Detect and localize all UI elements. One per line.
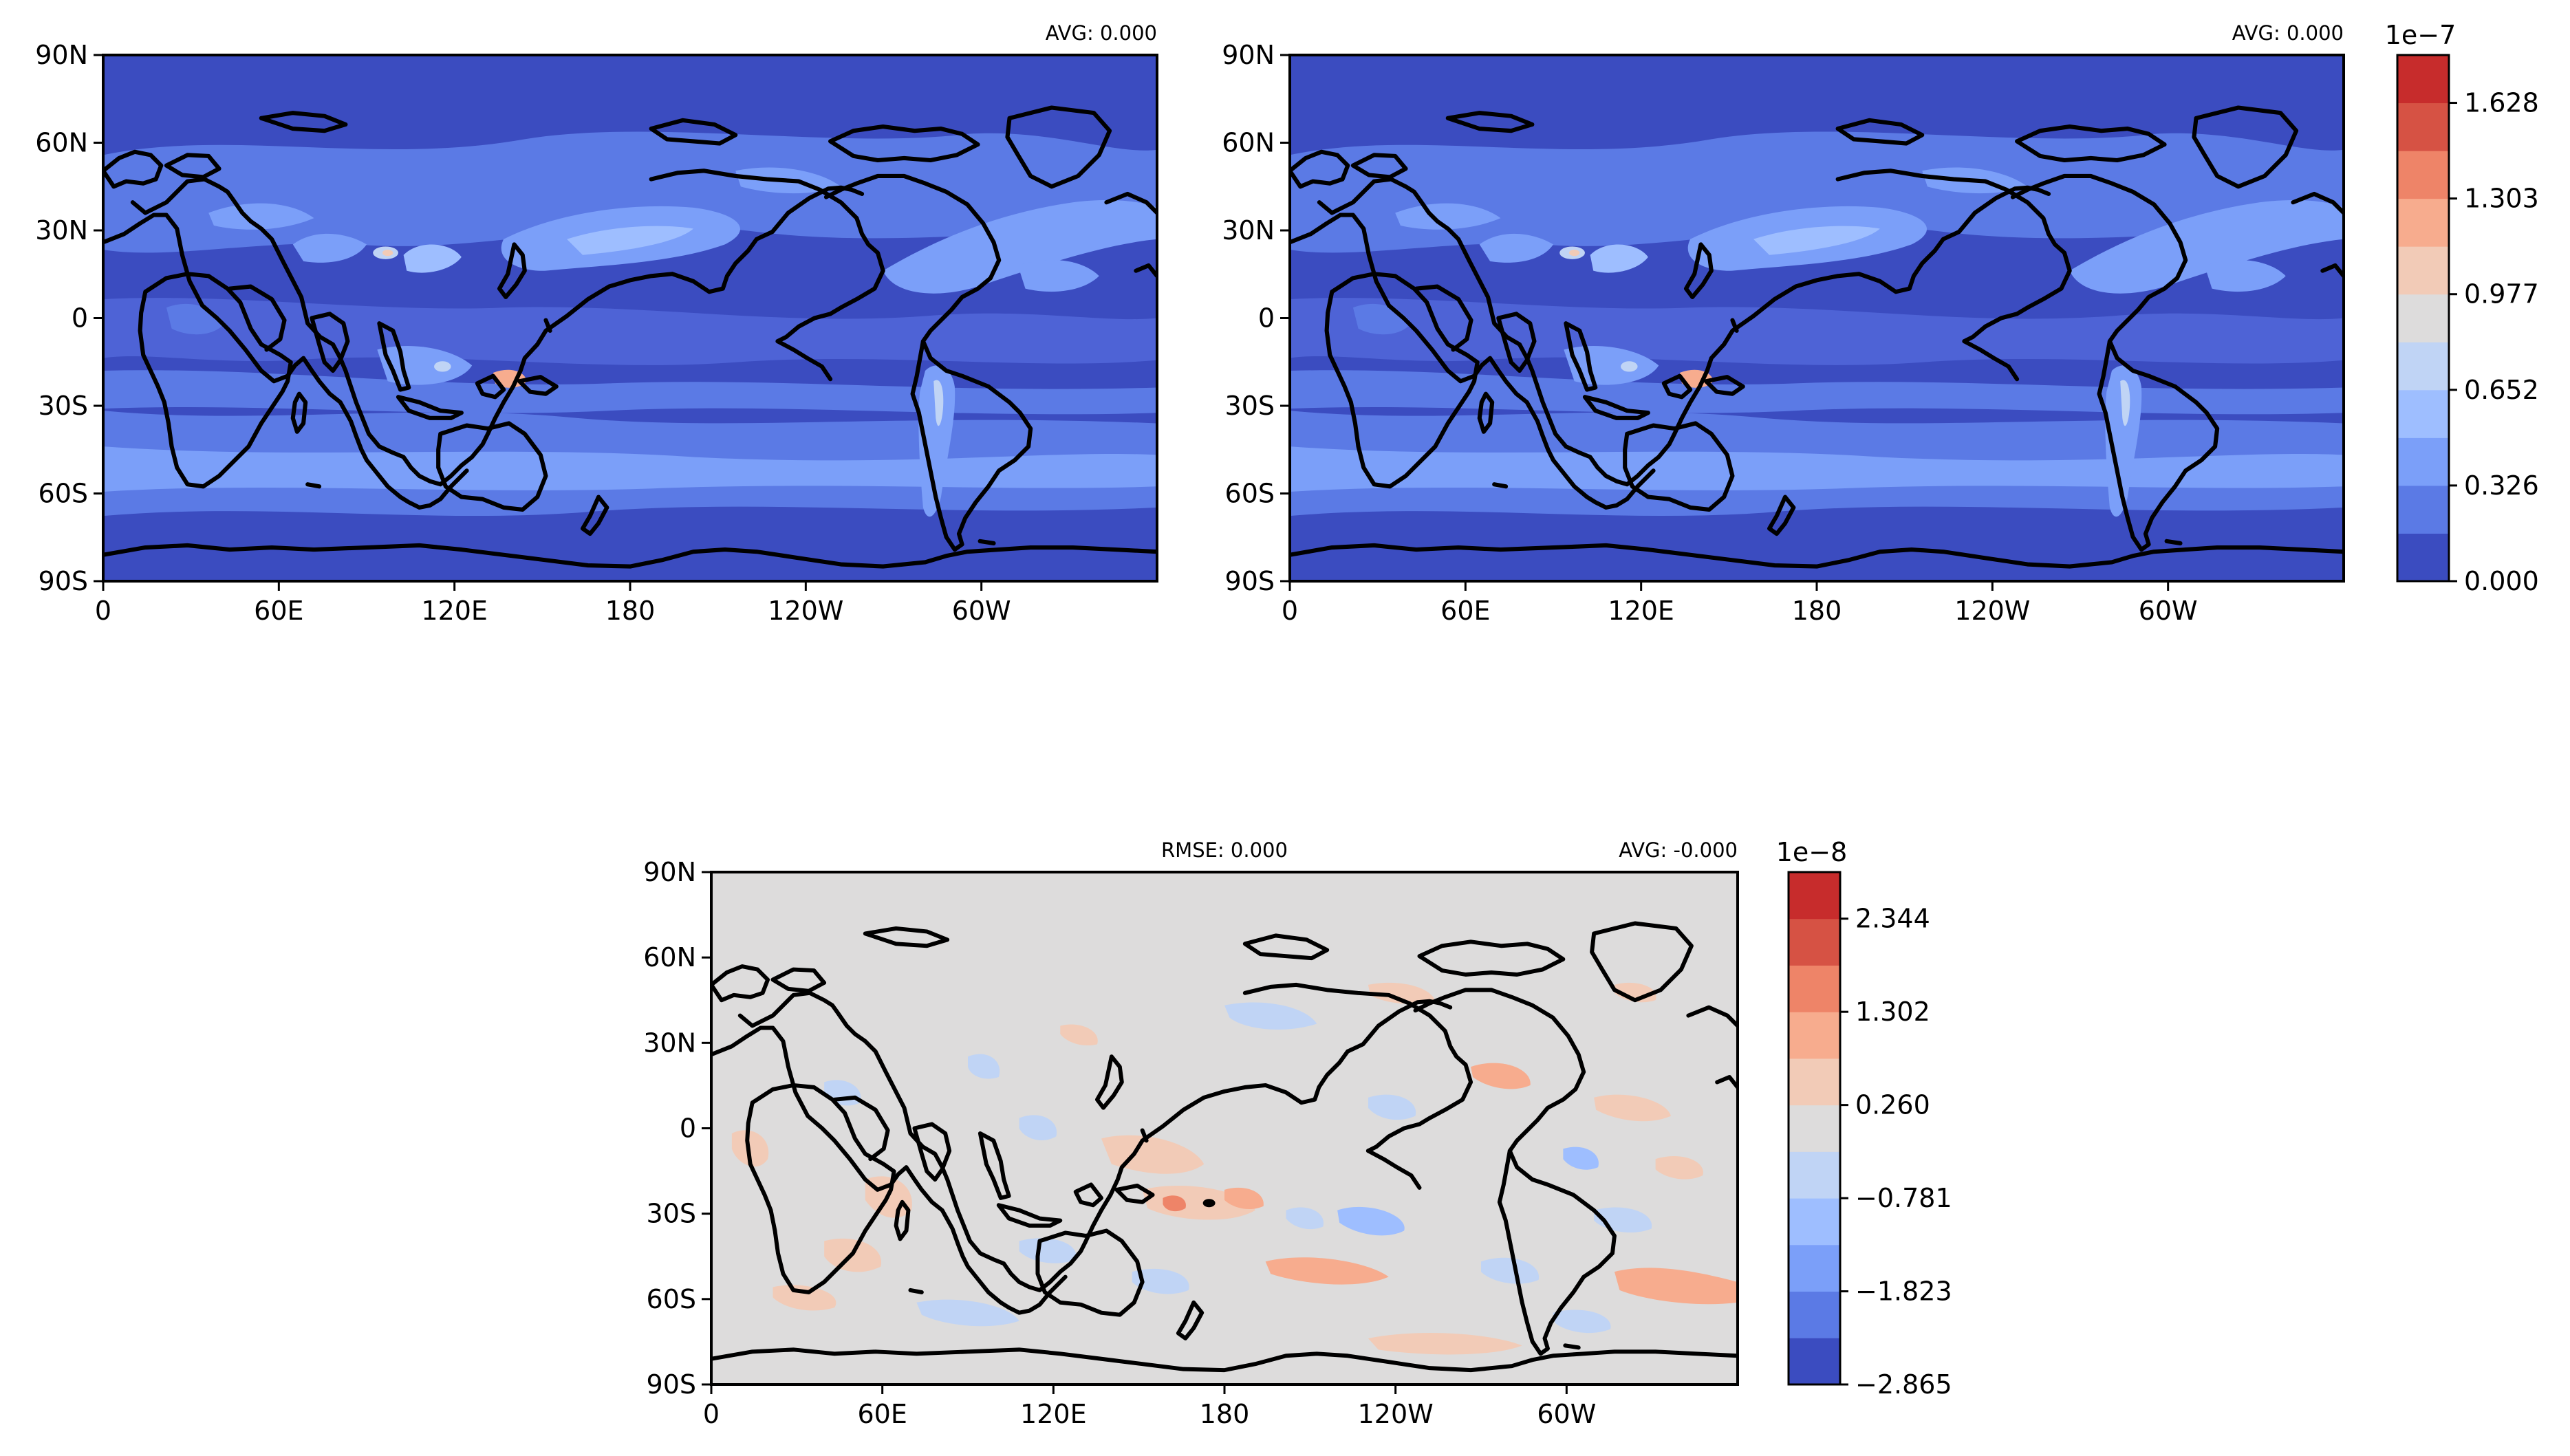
x-tick-label: 0 xyxy=(95,596,111,626)
y-tick-label: 30S xyxy=(39,391,88,421)
colorbar-segment xyxy=(2397,437,2449,486)
y-tick-label: 0 xyxy=(1258,303,1275,334)
colorbar-segment xyxy=(1789,872,1840,920)
x-tick-label: 180 xyxy=(605,596,656,626)
y-tick-label: 60S xyxy=(647,1284,696,1314)
colorbar-segment xyxy=(1789,918,1840,966)
x-tick-label: 60W xyxy=(1537,1399,1596,1429)
colorbar-tick-label: 0.260 xyxy=(1855,1090,1930,1120)
rmse-annotation: RMSE: 0.000 xyxy=(1161,838,1288,862)
colorbar-tick-label: 0.000 xyxy=(2464,566,2539,596)
colorbar-exponent: 1e−7 xyxy=(2385,20,2456,50)
colorbar-segment xyxy=(2397,533,2449,582)
x-tick-label: 120E xyxy=(421,596,488,626)
y-tick-label: 90S xyxy=(1225,566,1275,596)
colorbar-tick-label: 1.628 xyxy=(2464,88,2539,118)
colorbar-segment xyxy=(2397,294,2449,343)
colorbar-segment xyxy=(1789,1058,1840,1106)
colorbar-frame xyxy=(1787,871,1842,1386)
colorbar-segment xyxy=(2397,389,2449,438)
colorbar-segment xyxy=(2397,151,2449,199)
y-tick-label: 60N xyxy=(1222,128,1275,158)
y-tick-label: 90N xyxy=(35,40,88,70)
y-tick-label: 0 xyxy=(680,1113,696,1144)
x-tick-label: 120E xyxy=(1608,596,1674,626)
contour-field xyxy=(1290,55,2344,581)
x-tick-label: 0 xyxy=(703,1399,720,1429)
colorbar-segment xyxy=(2397,55,2449,104)
map-content xyxy=(1290,55,2344,581)
colorbar-top: 1.628 1.303 0.977 0.652 0.326 0.000 1e−7 xyxy=(2385,20,2539,596)
y-tick-label: 30N xyxy=(35,215,88,246)
y-tick-label: 90S xyxy=(647,1369,696,1400)
colorbar-segment xyxy=(1789,1198,1840,1246)
colorbar-segment xyxy=(2397,485,2449,534)
colorbar-bottom: 2.344 1.302 0.260 −0.781 −1.823 −2.865 1e−8 xyxy=(1776,837,1952,1400)
y-tick-label: 30S xyxy=(647,1199,696,1229)
x-tick-label: 60E xyxy=(1440,596,1490,626)
colorbar-segment xyxy=(1789,1338,1840,1385)
y-tick-label: 60N xyxy=(35,128,88,158)
colorbar-segment xyxy=(1789,1012,1840,1059)
colorbar-frame xyxy=(2396,54,2450,583)
y-tick-label: 90S xyxy=(39,566,88,596)
colorbar-segment xyxy=(1789,1151,1840,1199)
y-tick-label: 60N xyxy=(643,942,696,973)
colorbar-tick-label: 1.303 xyxy=(2464,184,2539,214)
contour-field xyxy=(711,872,1738,1384)
colorbar-tick-label: 0.326 xyxy=(2464,470,2539,501)
x-tick-label: 120E xyxy=(1020,1399,1087,1429)
colorbar-segment xyxy=(2397,246,2449,295)
colorbar-tick-label: −2.865 xyxy=(1855,1369,1952,1400)
y-tick-label: 0 xyxy=(72,303,88,334)
colorbar-segment xyxy=(1789,965,1840,1012)
colorbar-segment xyxy=(1789,1244,1840,1292)
map-content xyxy=(103,55,1157,581)
y-tick-label: 90N xyxy=(1222,40,1275,70)
x-tick-label: 120W xyxy=(768,596,843,626)
colorbar-segment xyxy=(1789,1105,1840,1152)
y-tick-label: 30N xyxy=(1222,215,1275,246)
x-tick-label: 120W xyxy=(1358,1399,1434,1429)
x-tick-label: 120W xyxy=(1954,596,2030,626)
avg-annotation: AVG: 0.000 xyxy=(2232,21,2344,45)
y-tick-label: 60S xyxy=(1225,479,1275,509)
y-tick-label: 30S xyxy=(1225,391,1275,421)
colorbar-segment xyxy=(1789,1291,1840,1338)
y-tick-label: 60S xyxy=(39,479,88,509)
x-tick-label: 180 xyxy=(1200,1399,1250,1429)
colorbar-exponent: 1e−8 xyxy=(1776,837,1848,867)
avg-annotation: AVG: -0.000 xyxy=(1619,838,1738,862)
colorbar-tick-label: 1.302 xyxy=(1855,997,1930,1027)
x-tick-label: 60E xyxy=(857,1399,907,1429)
x-tick-label: 60W xyxy=(952,596,1011,626)
colorbar-tick-label: 0.652 xyxy=(2464,375,2539,405)
avg-annotation: AVG: 0.000 xyxy=(1046,21,1157,45)
map-content xyxy=(711,872,1738,1384)
x-tick-label: 60W xyxy=(2139,596,2198,626)
colorbar-tick-label: −0.781 xyxy=(1855,1183,1952,1213)
colorbar-segment xyxy=(2397,102,2449,151)
x-tick-label: 0 xyxy=(1282,596,1298,626)
y-tick-label: 30N xyxy=(643,1028,696,1058)
x-tick-label: 180 xyxy=(1792,596,1842,626)
colorbar-segment xyxy=(2397,198,2449,247)
x-tick-label: 60E xyxy=(254,596,303,626)
colorbar-tick-label: 0.977 xyxy=(2464,279,2539,309)
colorbar-tick-label: −1.823 xyxy=(1855,1276,1952,1307)
colorbar-tick-label: 2.344 xyxy=(1855,904,1930,934)
colorbar-segment xyxy=(2397,342,2449,391)
y-tick-label: 90N xyxy=(643,857,696,887)
contour-field xyxy=(103,55,1157,581)
